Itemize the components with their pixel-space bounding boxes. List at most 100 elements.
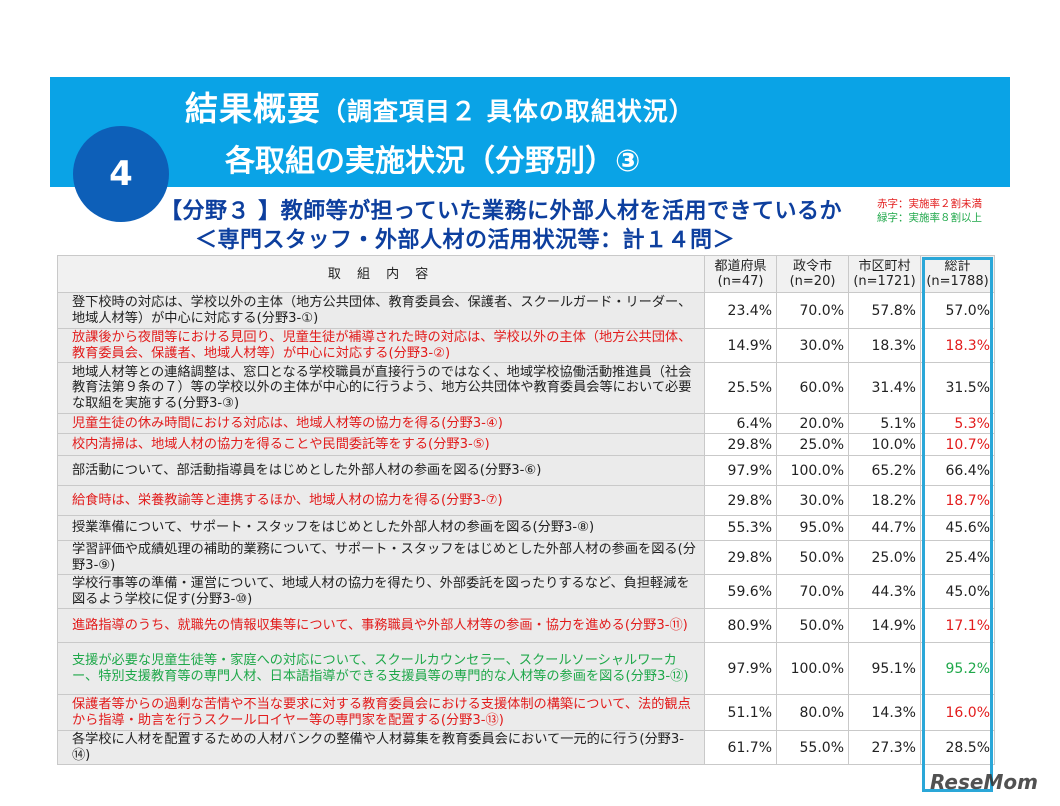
table-row: 保護者等からの過剰な苦情や不当な要求に対する教育委員会における支援体制の構築につ… [56, 694, 996, 731]
cell-city: 20.0% [776, 413, 849, 434]
section-subheading: ＜専門スタッフ・外部人材の活用状況等：計１４問＞ [195, 228, 736, 253]
table-row: 学校行事等の準備・運営について、地域人材の協力を得たり、外部委託を図ったりするな… [56, 574, 996, 609]
cell-total: 28.5% [919, 730, 996, 765]
cell-muni: 18.2% [848, 485, 921, 516]
table-row: 授業準備について、サポート・スタッフをはじめとした外部人材の参画を図る(分野3-… [56, 515, 996, 541]
cell-muni: 14.3% [848, 694, 921, 731]
cell-city: 70.0% [776, 292, 849, 329]
cell-city: 95.0% [776, 515, 849, 541]
cell-muni: 57.8% [848, 292, 921, 329]
cell-item: 授業準備について、サポート・スタッフをはじめとした外部人材の参画を図る(分野3-… [56, 515, 706, 541]
cell-total: 45.0% [919, 574, 996, 609]
table-row: 登下校時の対応は、学校以外の主体（地方公共団体、教育委員会、保護者、スクールガー… [56, 292, 996, 329]
cell-item: 給食時は、栄養教諭等と連携するほか、地域人材の協力を得る(分野3-⑦) [56, 485, 706, 516]
cell-muni: 10.0% [848, 433, 921, 456]
cell-muni: 25.0% [848, 540, 921, 575]
table-row: 支援が必要な児童生徒等・家庭への対応について、スクールカウンセラー、スクールソー… [56, 642, 996, 695]
cell-muni: 44.3% [848, 574, 921, 609]
cell-total: 25.4% [919, 540, 996, 575]
cell-city: 80.0% [776, 694, 849, 731]
section-heading: 【分野３ 】教師等が担っていた業務に外部人材を活用できているか [160, 199, 843, 224]
cell-muni: 44.7% [848, 515, 921, 541]
page-subtitle: 各取組の実施状況（分野別）③ [225, 144, 641, 179]
cell-total: 31.5% [919, 362, 996, 414]
cell-total: 45.6% [919, 515, 996, 541]
table-row: 校内清掃は、地域人材の協力を得ることや民間委託等をする(分野3-⑤) 29.8% 2… [56, 433, 996, 456]
cell-pref: 14.9% [704, 328, 778, 363]
cell-pref: 61.7% [704, 730, 778, 765]
cell-pref: 80.9% [704, 608, 778, 643]
legend-red: 赤字：実施率２割未満 [877, 198, 982, 210]
table-row: 各学校に人材を配置するための人材バンクの整備や人材募集を教育委員会において一元的… [56, 730, 996, 765]
cell-item: 放課後から夜間等における見回り、児童生徒が補導された時の対応は、学校以外の主体（… [56, 328, 706, 363]
cell-item: 学校行事等の準備・運営について、地域人材の協力を得たり、外部委託を図ったりするな… [56, 574, 706, 609]
cell-muni: 95.1% [848, 642, 921, 695]
cell-total: 95.2% [919, 642, 996, 695]
cell-city: 30.0% [776, 328, 849, 363]
cell-pref: 29.8% [704, 540, 778, 575]
cell-city: 100.0% [776, 455, 849, 486]
cell-item: 学習評価や成績処理の補助的業務について、サポート・スタッフをはじめとした外部人材… [56, 540, 706, 575]
cell-item: 部活動について、部活動指導員をはじめとした外部人材の参画を図る(分野3-⑥) [56, 455, 706, 486]
cell-city: 25.0% [776, 433, 849, 456]
cell-total: 16.0% [919, 694, 996, 731]
cell-total: 57.0% [919, 292, 996, 329]
header-pref: 都道府県 (n=47) [704, 255, 778, 293]
cell-muni: 65.2% [848, 455, 921, 486]
cell-item: 児童生徒の休み時間における対応は、地域人材等の協力を得る(分野3-④) [56, 413, 706, 434]
title-banner [50, 77, 1010, 187]
cell-city: 100.0% [776, 642, 849, 695]
cell-muni: 27.3% [848, 730, 921, 765]
cell-muni: 14.9% [848, 608, 921, 643]
cell-total: 18.7% [919, 485, 996, 516]
page-title: 結果概要（調査項目２ 具体の取組状況） [185, 89, 695, 128]
cell-item: 校内清掃は、地域人材の協力を得ることや民間委託等をする(分野3-⑤) [56, 433, 706, 456]
cell-pref: 55.3% [704, 515, 778, 541]
results-table: 取 組 内 容 都道府県 (n=47) 政令市 (n=20) 市区町村 (n=1721… [56, 255, 996, 765]
cell-pref: 97.9% [704, 642, 778, 695]
cell-city: 55.0% [776, 730, 849, 765]
header-item: 取 組 内 容 [56, 255, 706, 293]
cell-pref: 23.4% [704, 292, 778, 329]
cell-city: 50.0% [776, 608, 849, 643]
cell-item: 登下校時の対応は、学校以外の主体（地方公共団体、教育委員会、保護者、スクールガー… [56, 292, 706, 329]
cell-total: 17.1% [919, 608, 996, 643]
cell-total: 18.3% [919, 328, 996, 363]
header-city: 政令市 (n=20) [776, 255, 849, 293]
cell-city: 70.0% [776, 574, 849, 609]
table-row: 進路指導のうち、就職先の情報収集等について、事務職員や外部人材等の参画・協力を進… [56, 608, 996, 643]
cell-city: 60.0% [776, 362, 849, 414]
watermark-logo: ReseMom [930, 770, 1038, 794]
section-number-badge: 4 [73, 126, 169, 222]
cell-item: 各学校に人材を配置するための人材バンクの整備や人材募集を教育委員会において一元的… [56, 730, 706, 765]
table-row: 児童生徒の休み時間における対応は、地域人材等の協力を得る(分野3-④) 6.4% 2… [56, 413, 996, 434]
table-row: 学習評価や成績処理の補助的業務について、サポート・スタッフをはじめとした外部人材… [56, 540, 996, 575]
cell-item: 支援が必要な児童生徒等・家庭への対応について、スクールカウンセラー、スクールソー… [56, 642, 706, 695]
table-row: 給食時は、栄養教諭等と連携するほか、地域人材の協力を得る(分野3-⑦) 29.8%… [56, 485, 996, 516]
table-row: 部活動について、部活動指導員をはじめとした外部人材の参画を図る(分野3-⑥) 97… [56, 455, 996, 486]
cell-total: 10.7% [919, 433, 996, 456]
cell-city: 30.0% [776, 485, 849, 516]
color-legend: 赤字：実施率２割未満 緑字：実施率８割以上 [877, 197, 982, 225]
cell-pref: 25.5% [704, 362, 778, 414]
cell-item: 地域人材等との連絡調整は、窓口となる学校職員が直接行うのではなく、地域学校協働活… [56, 362, 706, 414]
cell-pref: 29.8% [704, 433, 778, 456]
cell-pref: 29.8% [704, 485, 778, 516]
legend-green: 緑字：実施率８割以上 [877, 212, 982, 224]
cell-city: 50.0% [776, 540, 849, 575]
table-row: 放課後から夜間等における見回り、児童生徒が補導された時の対応は、学校以外の主体（… [56, 328, 996, 363]
cell-item: 進路指導のうち、就職先の情報収集等について、事務職員や外部人材等の参画・協力を進… [56, 608, 706, 643]
header-muni: 市区町村 (n=1721) [848, 255, 921, 293]
cell-item: 保護者等からの過剰な苦情や不当な要求に対する教育委員会における支援体制の構築につ… [56, 694, 706, 731]
cell-muni: 31.4% [848, 362, 921, 414]
cell-muni: 18.3% [848, 328, 921, 363]
cell-muni: 5.1% [848, 413, 921, 434]
cell-total: 66.4% [919, 455, 996, 486]
cell-pref: 6.4% [704, 413, 778, 434]
cell-pref: 97.9% [704, 455, 778, 486]
cell-total: 5.3% [919, 413, 996, 434]
header-total: 総計 (n=1788) [919, 255, 996, 293]
cell-pref: 51.1% [704, 694, 778, 731]
table-row: 地域人材等との連絡調整は、窓口となる学校職員が直接行うのではなく、地域学校協働活… [56, 362, 996, 414]
cell-pref: 59.6% [704, 574, 778, 609]
